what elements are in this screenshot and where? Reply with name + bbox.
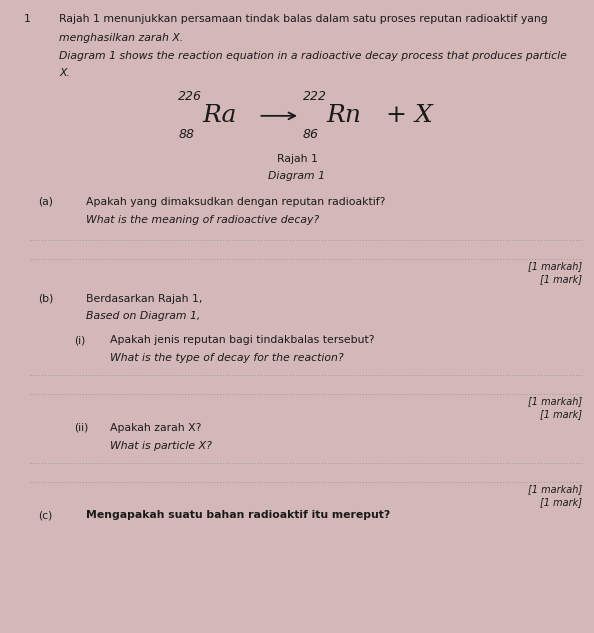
Text: Based on Diagram 1,: Based on Diagram 1, bbox=[86, 311, 201, 322]
Text: Diagram 1: Diagram 1 bbox=[268, 171, 326, 181]
Text: (a): (a) bbox=[39, 197, 53, 207]
Text: 88: 88 bbox=[178, 128, 194, 142]
Text: Apakah jenis reputan bagi tindakbalas tersebut?: Apakah jenis reputan bagi tindakbalas te… bbox=[110, 335, 374, 346]
Text: X.: X. bbox=[59, 68, 71, 78]
Text: [1 markah]: [1 markah] bbox=[528, 261, 582, 271]
Text: 1: 1 bbox=[24, 14, 31, 24]
Text: 86: 86 bbox=[303, 128, 319, 142]
Text: Rajah 1: Rajah 1 bbox=[277, 154, 317, 164]
Text: (ii): (ii) bbox=[74, 423, 89, 433]
Text: Berdasarkan Rajah 1,: Berdasarkan Rajah 1, bbox=[86, 294, 203, 304]
Text: (c): (c) bbox=[39, 510, 53, 520]
Text: [1 mark]: [1 mark] bbox=[540, 274, 582, 284]
Text: [1 markah]: [1 markah] bbox=[528, 484, 582, 494]
Text: 222: 222 bbox=[303, 90, 327, 103]
Text: Ra: Ra bbox=[202, 104, 236, 127]
Text: 226: 226 bbox=[178, 90, 202, 103]
Text: What is particle X?: What is particle X? bbox=[110, 441, 212, 451]
Text: Rajah 1 menunjukkan persamaan tindak balas dalam satu proses reputan radioaktif : Rajah 1 menunjukkan persamaan tindak bal… bbox=[59, 14, 548, 24]
Text: + X: + X bbox=[386, 104, 433, 127]
Text: [1 mark]: [1 mark] bbox=[540, 410, 582, 420]
Text: Apakah yang dimaksudkan dengan reputan radioaktif?: Apakah yang dimaksudkan dengan reputan r… bbox=[86, 197, 386, 207]
Text: Mengapakah suatu bahan radioaktif itu mereput?: Mengapakah suatu bahan radioaktif itu me… bbox=[86, 510, 390, 520]
Text: [1 mark]: [1 mark] bbox=[540, 497, 582, 507]
Text: (i): (i) bbox=[74, 335, 86, 346]
Text: [1 markah]: [1 markah] bbox=[528, 396, 582, 406]
Text: menghasilkan zarah X.: menghasilkan zarah X. bbox=[59, 33, 184, 43]
Text: Apakah zarah X?: Apakah zarah X? bbox=[110, 423, 201, 433]
Text: Rn: Rn bbox=[327, 104, 362, 127]
Text: What is the meaning of radioactive decay?: What is the meaning of radioactive decay… bbox=[86, 215, 319, 225]
Text: Diagram 1 shows the reaction equation in a radioactive decay process that produc: Diagram 1 shows the reaction equation in… bbox=[59, 51, 567, 61]
Text: What is the type of decay for the reaction?: What is the type of decay for the reacti… bbox=[110, 353, 343, 363]
Text: (b): (b) bbox=[39, 294, 54, 304]
